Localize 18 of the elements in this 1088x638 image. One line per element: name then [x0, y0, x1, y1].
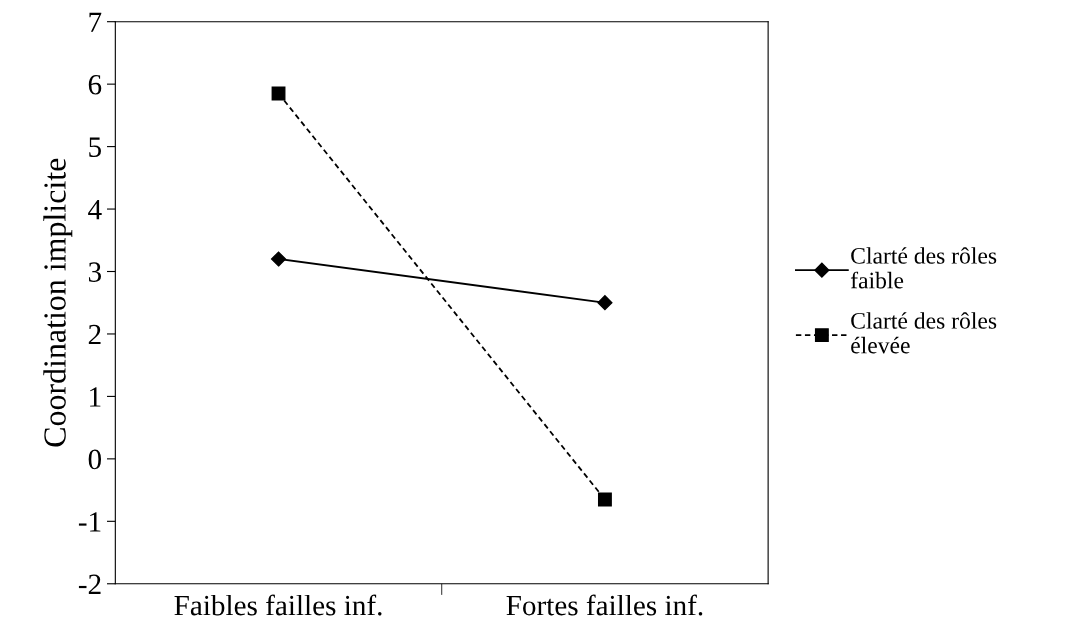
legend-label: Clarté des rôles élevée	[851, 312, 997, 354]
y-tick-label: 0	[88, 449, 102, 470]
y-tick-label: 7	[89, 12, 102, 32]
x-tick-label: Fortes failles inf.	[506, 594, 703, 616]
point	[597, 492, 612, 507]
y-tick-label: 3	[88, 262, 101, 282]
y-tick-label: -1	[78, 512, 101, 532]
y-tick-label: 2	[88, 324, 101, 345]
point	[597, 295, 613, 311]
y-tick-label: -2	[78, 574, 101, 594]
y-tick-label: 4	[88, 199, 102, 220]
y-tick-label: 5	[89, 137, 101, 157]
x-tick-label: Faibles failles inf.	[174, 594, 382, 616]
y-tick-label: 1	[90, 387, 101, 407]
y-tick-label: 6	[88, 74, 102, 95]
point	[270, 251, 287, 267]
legend-label: Clarté des rôles faible	[850, 247, 997, 289]
y-axis-title: Coordination implicite	[43, 158, 73, 447]
